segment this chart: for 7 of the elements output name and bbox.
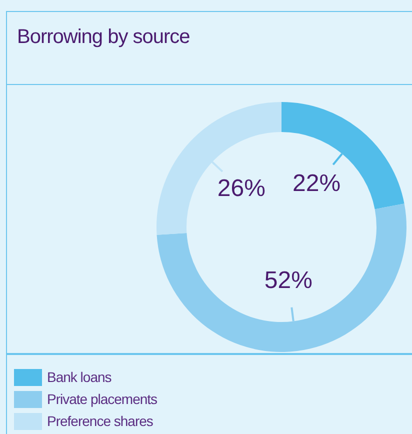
- legend-label: Private placements: [47, 391, 158, 407]
- legend-label: Preference shares: [47, 413, 153, 429]
- chart-title: Borrowing by source: [17, 26, 190, 49]
- data-label: 26%: [217, 174, 266, 202]
- data-label: 52%: [264, 267, 312, 294]
- data-label: 22%: [292, 170, 341, 198]
- legend-label: Bank loans: [47, 369, 112, 385]
